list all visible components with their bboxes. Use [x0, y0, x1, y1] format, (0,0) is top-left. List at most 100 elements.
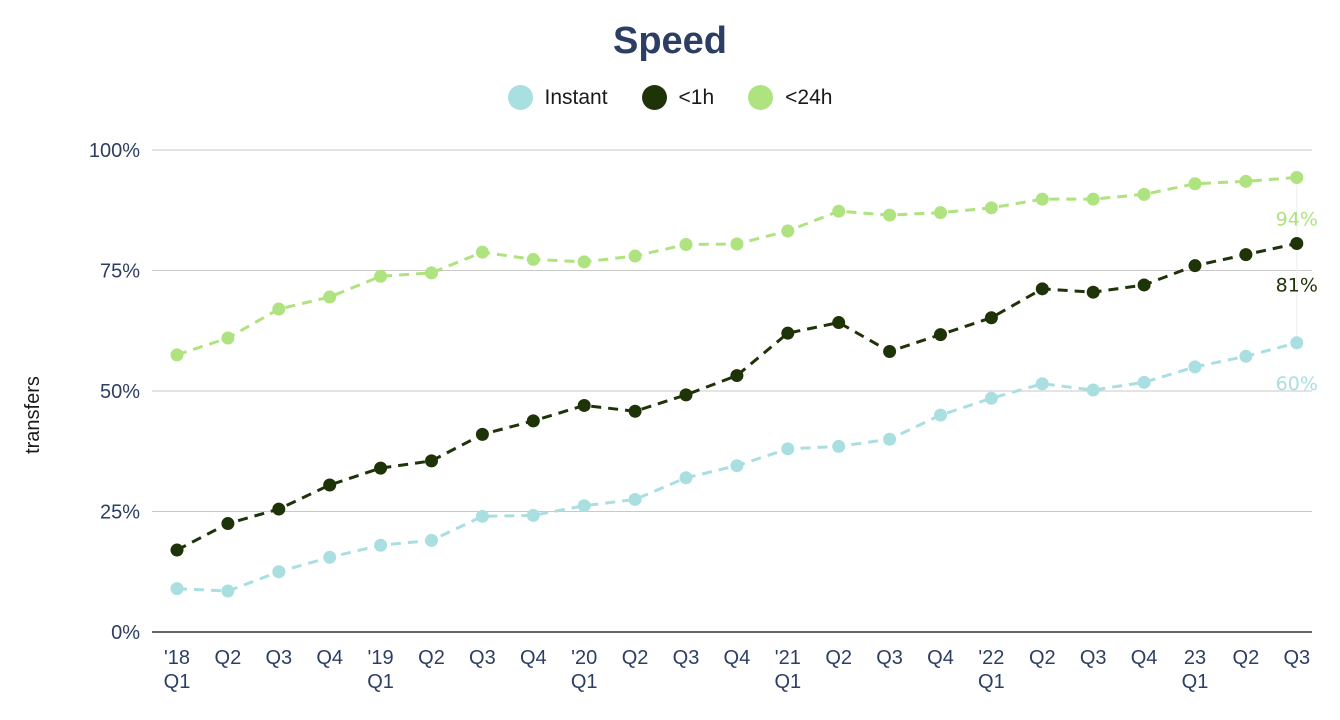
- data-point: [1086, 285, 1100, 299]
- data-point: [1035, 282, 1049, 296]
- legend-marker: [748, 85, 774, 110]
- data-point: [1290, 336, 1304, 350]
- x-tick-label: Q2: [1233, 647, 1260, 669]
- data-point: [883, 344, 897, 358]
- x-tick-label: Q2: [418, 647, 445, 669]
- data-point: [1239, 248, 1253, 262]
- legend-label: <24h: [785, 85, 833, 109]
- data-point: [1188, 259, 1202, 273]
- x-tick-label: '20 Q1: [571, 647, 598, 693]
- x-tick-label: Q4: [316, 647, 343, 669]
- y-tick-label: 25%: [100, 502, 140, 524]
- data-point: [1290, 170, 1304, 184]
- end-value-label: 94%: [1276, 208, 1318, 230]
- x-tick-label: Q4: [1131, 647, 1158, 669]
- data-point: [1137, 375, 1151, 389]
- data-point: [883, 432, 897, 446]
- data-point: [1188, 177, 1202, 191]
- data-point: [730, 369, 744, 383]
- data-point: [883, 208, 897, 222]
- data-point: [984, 201, 998, 215]
- data-point: [475, 245, 489, 259]
- y-tick-label: 75%: [100, 261, 140, 283]
- x-tick-label: '18 Q1: [164, 647, 191, 693]
- data-point: [984, 311, 998, 325]
- chart-title: Speed: [612, 20, 728, 62]
- data-point: [628, 404, 642, 418]
- y-axis-title: transfers: [22, 376, 44, 454]
- data-point: [272, 302, 286, 316]
- data-point: [1086, 383, 1100, 397]
- data-point: [577, 499, 591, 513]
- x-tick-label: Q4: [520, 647, 547, 669]
- data-point: [425, 454, 438, 468]
- data-point: [272, 565, 286, 579]
- data-point: [984, 391, 998, 405]
- x-tick-label: 23 Q1: [1182, 647, 1209, 693]
- data-point: [1239, 174, 1253, 188]
- x-tick-label: Q2: [622, 647, 649, 669]
- legend-item[interactable]: <1h: [641, 85, 714, 110]
- data-point: [323, 290, 337, 304]
- x-tick-label: Q3: [1080, 647, 1107, 669]
- data-point: [221, 584, 235, 598]
- data-point: [1290, 237, 1304, 251]
- data-point: [832, 439, 846, 453]
- data-point: [934, 408, 947, 422]
- data-point: [832, 316, 846, 330]
- legend-marker: [507, 85, 533, 110]
- data-point: [781, 326, 795, 340]
- data-point: [781, 224, 795, 238]
- series-line: [176, 175, 1297, 357]
- end-value-label: 81%: [1276, 275, 1318, 297]
- series-line: [176, 242, 1298, 552]
- data-point: [221, 517, 235, 531]
- end-value-label: 60%: [1276, 373, 1318, 395]
- x-tick-label: Q3: [1283, 647, 1310, 669]
- data-point: [934, 206, 947, 220]
- data-point: [323, 550, 337, 564]
- x-tick-label: '21 Q1: [774, 647, 801, 693]
- data-point: [374, 461, 388, 475]
- data-point: [679, 237, 693, 251]
- legend: Instant <1h <24h: [0, 85, 1340, 110]
- x-tick-label: Q2: [1029, 647, 1056, 669]
- series-1: [170, 336, 1304, 598]
- data-point: [1137, 187, 1151, 201]
- x-tick-label: Q3: [876, 647, 903, 669]
- x-tick-label: Q2: [215, 647, 242, 669]
- series-3: [170, 170, 1304, 362]
- data-point: [170, 582, 184, 596]
- y-tick-label: 0%: [111, 622, 140, 644]
- data-point: [781, 442, 795, 456]
- x-tick-label: Q4: [724, 647, 751, 669]
- data-point: [679, 471, 693, 485]
- data-point: [577, 398, 591, 412]
- x-tick-label: Q4: [927, 647, 954, 669]
- y-tick-label: 100%: [89, 140, 140, 162]
- data-point: [1035, 192, 1049, 206]
- x-tick-label: Q3: [469, 647, 496, 669]
- data-point: [628, 492, 642, 506]
- data-point: [170, 543, 184, 557]
- data-point: [730, 459, 744, 473]
- data-point: [730, 237, 744, 251]
- data-point: [374, 538, 388, 552]
- data-point: [272, 502, 286, 516]
- legend-label: Instant: [544, 85, 608, 109]
- data-point: [425, 266, 438, 280]
- legend-item[interactable]: <24h: [748, 85, 832, 110]
- data-point: [1035, 377, 1049, 391]
- data-point: [1137, 278, 1151, 292]
- data-point: [577, 255, 591, 269]
- data-point: [526, 508, 540, 522]
- legend-marker: [641, 85, 667, 110]
- data-point: [934, 328, 947, 342]
- x-tick-label: Q2: [825, 647, 852, 669]
- x-tick-label: '19 Q1: [367, 647, 394, 693]
- data-point: [425, 533, 438, 547]
- data-point: [1188, 360, 1202, 374]
- data-point: [628, 249, 642, 263]
- legend-item[interactable]: Instant: [507, 85, 608, 110]
